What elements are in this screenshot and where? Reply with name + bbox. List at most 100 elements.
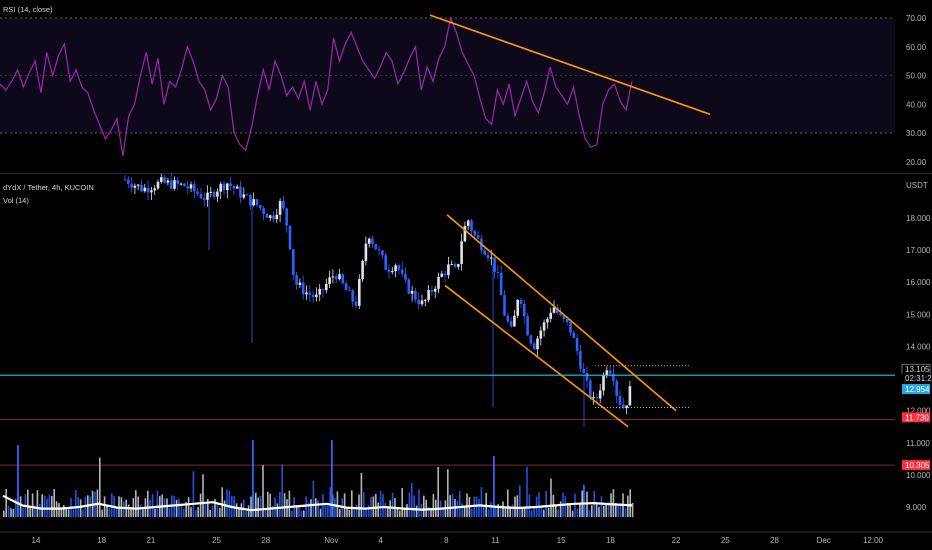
volume-bar bbox=[315, 498, 317, 517]
volume-bar bbox=[41, 494, 43, 517]
volume-bar bbox=[5, 489, 7, 517]
candle-body bbox=[176, 180, 180, 184]
volume-bar bbox=[375, 493, 377, 517]
candle-body bbox=[140, 184, 143, 192]
candle-body bbox=[150, 190, 153, 193]
candle-body bbox=[404, 273, 407, 280]
volume-bar bbox=[471, 508, 473, 517]
volume-bar bbox=[175, 499, 178, 517]
candle-body bbox=[153, 188, 156, 191]
candle-body bbox=[183, 183, 186, 187]
x-axis[interactable]: 14 18 21 25 28 Nov 4 8 11 15 18 22 25 28 Dec 12:00 bbox=[0, 531, 932, 545]
volume-title: Vol (14) bbox=[3, 196, 29, 205]
rsi-y-axis: 70.00 60.00 50.00 40.00 30.00 20.00 bbox=[906, 14, 927, 167]
volume-bar bbox=[310, 499, 312, 517]
price-pane[interactable]: dYdX / Tether, 4h, KUCOIN Vol (14) USDT … bbox=[0, 173, 932, 517]
volume-bar bbox=[519, 485, 521, 517]
candle-body bbox=[127, 179, 130, 185]
volume-bar bbox=[322, 494, 324, 517]
candle-body bbox=[450, 264, 453, 266]
volume-bar bbox=[331, 440, 333, 517]
volume-bar bbox=[211, 505, 214, 517]
candle-body bbox=[546, 318, 549, 323]
candle-body bbox=[575, 337, 579, 352]
candle-body bbox=[427, 290, 430, 300]
candle-body bbox=[430, 290, 434, 292]
candle-body bbox=[252, 199, 255, 206]
price-tag-label: 11.730 bbox=[905, 413, 929, 422]
volume-bar bbox=[199, 493, 202, 517]
volume-bar bbox=[187, 497, 190, 517]
volume-bar bbox=[389, 500, 391, 517]
candle-body bbox=[513, 315, 516, 327]
candle-body bbox=[160, 177, 163, 182]
volume-bar bbox=[108, 508, 111, 517]
volume-bar bbox=[423, 495, 425, 517]
volume-bar bbox=[27, 489, 29, 517]
candle-body bbox=[460, 241, 463, 265]
currency-label: USDT bbox=[906, 181, 928, 190]
volume-bar bbox=[588, 509, 591, 517]
volume-bar bbox=[559, 501, 562, 517]
candle-body bbox=[569, 321, 572, 333]
candle-body bbox=[486, 254, 490, 259]
candle-body bbox=[499, 272, 503, 296]
candle-body bbox=[516, 300, 519, 316]
volume-bar bbox=[180, 504, 183, 517]
candle-body bbox=[130, 184, 133, 188]
candle-body bbox=[384, 255, 387, 270]
volume-bar bbox=[214, 499, 216, 517]
candle-body bbox=[136, 184, 140, 186]
volume-bar bbox=[51, 495, 53, 517]
rsi-tick-label: 50.00 bbox=[906, 72, 927, 81]
volume-bar bbox=[631, 502, 634, 517]
candle-body bbox=[262, 208, 265, 214]
volume-bar bbox=[221, 487, 223, 517]
candle-body bbox=[414, 290, 417, 300]
candle-body bbox=[592, 397, 595, 399]
rsi-pane[interactable]: RSI (14, close) 70.00 60.00 50.00 40.00 30.0… bbox=[0, 5, 932, 174]
rsi-tick-label: 70.00 bbox=[906, 14, 927, 23]
volume-bar bbox=[250, 496, 252, 517]
candle-body bbox=[473, 231, 477, 236]
candle-body bbox=[146, 187, 150, 193]
volume-bar bbox=[17, 445, 19, 517]
candle-body bbox=[417, 299, 420, 305]
candle-body bbox=[582, 368, 585, 373]
volume-bar bbox=[600, 496, 603, 517]
candle-body bbox=[295, 275, 298, 285]
volume-bar bbox=[411, 482, 413, 517]
volume-bar bbox=[569, 503, 571, 517]
candle-body bbox=[311, 294, 315, 298]
candle-body bbox=[377, 249, 381, 251]
x-tick-label: 4 bbox=[378, 536, 383, 545]
volume-bar bbox=[305, 496, 307, 517]
volume-bar bbox=[142, 509, 144, 517]
volume-bar bbox=[567, 502, 569, 517]
candle-body bbox=[285, 208, 288, 226]
volume-bar bbox=[12, 508, 15, 517]
volume-bar bbox=[168, 507, 171, 517]
volume-bar bbox=[507, 489, 509, 517]
volume-bar bbox=[579, 503, 581, 517]
candle-body bbox=[298, 282, 302, 285]
volume-bar bbox=[463, 507, 466, 517]
candle-body bbox=[169, 180, 173, 189]
volume-bar bbox=[430, 508, 432, 517]
x-tick-label: Dec bbox=[817, 536, 831, 545]
volume-bar bbox=[348, 509, 351, 517]
volume-bar bbox=[31, 493, 34, 517]
candle-body bbox=[163, 177, 166, 183]
candle-body bbox=[328, 277, 331, 284]
volume-bar bbox=[34, 505, 36, 517]
volume-bar bbox=[195, 510, 197, 517]
volume-bar bbox=[557, 509, 559, 517]
volume-bar bbox=[115, 507, 118, 517]
volume-bar bbox=[75, 490, 77, 517]
volume-bar bbox=[89, 496, 91, 517]
candle-body bbox=[503, 295, 506, 316]
volume-bar bbox=[60, 507, 63, 517]
candle-body bbox=[196, 191, 199, 194]
candle-body bbox=[216, 191, 219, 197]
